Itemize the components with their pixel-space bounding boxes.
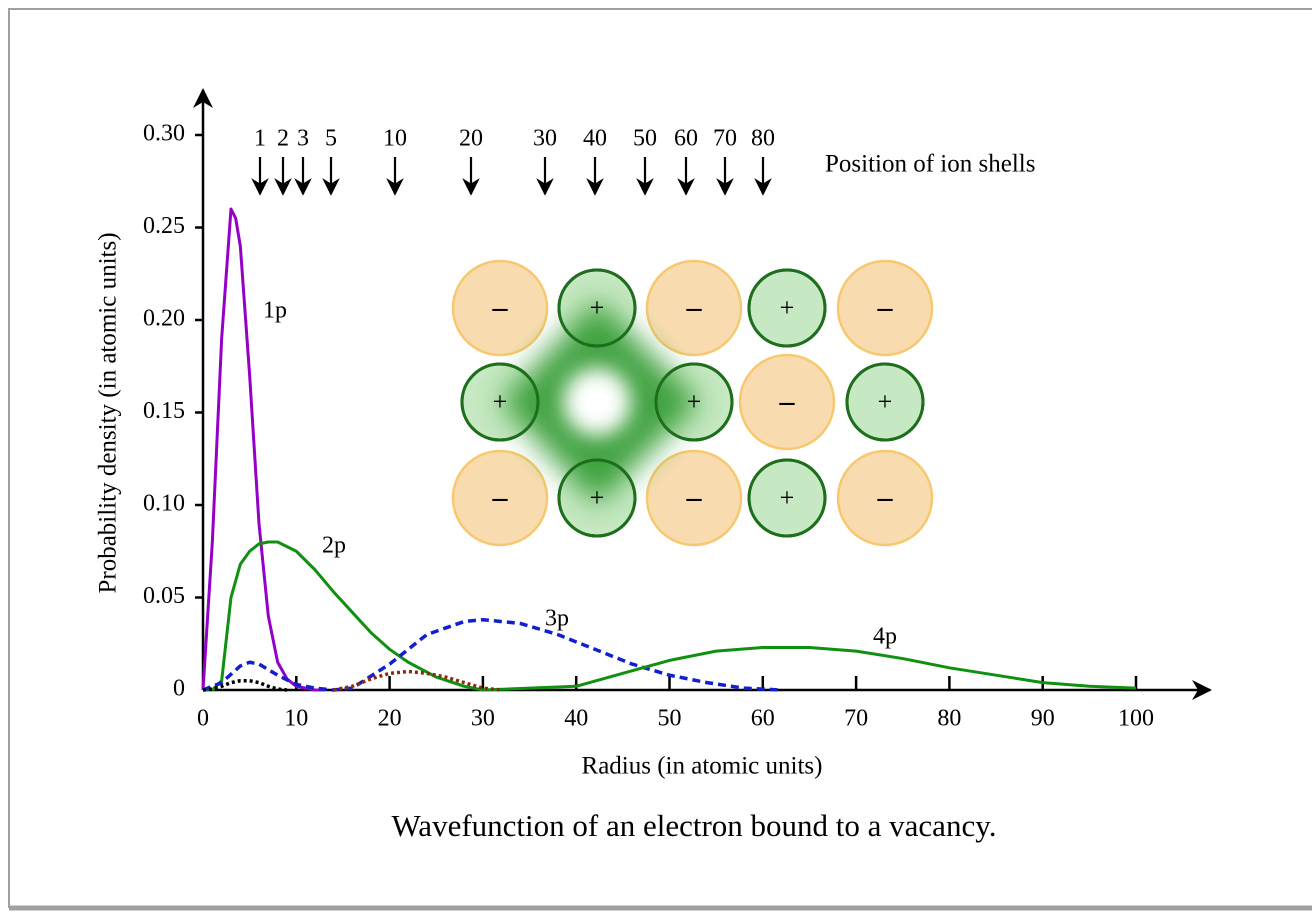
- anion: [645, 449, 743, 547]
- vacancy-center: [563, 368, 631, 436]
- series-label: 2p: [322, 533, 346, 559]
- y-tick-label: 0.30: [143, 121, 185, 147]
- ion-shell-label: 1: [254, 126, 266, 152]
- cation-outline: [557, 458, 637, 538]
- x-tick-label: 40: [564, 706, 588, 732]
- ion-shells-label: Position of ion shells: [825, 151, 1035, 178]
- lattice-inset: – + – + – + + – + – + – + –: [451, 259, 934, 547]
- ion-sign: +: [780, 483, 795, 512]
- y-tick-label: 0: [173, 676, 185, 702]
- x-tick-label: 0: [197, 706, 209, 732]
- ion-sign: –: [686, 481, 703, 514]
- x-tick-label: 50: [658, 706, 682, 732]
- frame: [8, 8, 1312, 908]
- anion: [738, 353, 836, 451]
- ion-sign: –: [877, 291, 894, 324]
- ion-sign: –: [492, 481, 509, 514]
- ion-sign: –: [779, 385, 796, 418]
- x-tick-label: 60: [751, 706, 775, 732]
- anion: [645, 259, 743, 357]
- series-line: [201, 207, 325, 692]
- x-tick-label: 80: [937, 706, 961, 732]
- ion-shell-label: 20: [459, 126, 483, 152]
- y-tick-label: 0.25: [143, 213, 185, 239]
- cation-outline: [747, 268, 827, 348]
- x-tick-label: 90: [1031, 706, 1055, 732]
- cation-outline: [845, 362, 925, 442]
- ion-shell-label: 70: [713, 126, 737, 152]
- anion: [451, 259, 549, 357]
- ion-shell-label: 5: [325, 126, 337, 152]
- ion-shell-label: 30: [533, 126, 557, 152]
- anion: [836, 259, 934, 357]
- x-tick-label: 70: [844, 706, 868, 732]
- series-label: 4p: [873, 624, 897, 650]
- y-axis-label: Probability density (in atomic units): [95, 232, 122, 593]
- ion-sign: –: [877, 481, 894, 514]
- x-tick-label: 10: [284, 706, 308, 732]
- series-line: [482, 645, 1137, 692]
- cation-outline: [557, 268, 637, 348]
- y-tick-label: 0.20: [143, 306, 185, 332]
- series-line: [202, 679, 288, 692]
- y-tick-label: 0.10: [143, 491, 185, 517]
- ion-shell-label: 10: [383, 126, 407, 152]
- cation-outline: [747, 458, 827, 538]
- x-tick-label: 100: [1118, 706, 1154, 732]
- ion-shell-label: 60: [674, 126, 698, 152]
- anion: [836, 449, 934, 547]
- ion-shell-label: 80: [751, 126, 775, 152]
- series-label: 1p: [263, 298, 287, 324]
- y-tick-label: 0.05: [143, 583, 185, 609]
- ion-sign: +: [687, 387, 702, 416]
- anion: [451, 449, 549, 547]
- ion-sign: +: [590, 483, 605, 512]
- series-line: [333, 669, 502, 692]
- x-tick-label: 30: [471, 706, 495, 732]
- ion-shell-label: 2: [277, 126, 289, 152]
- series-label: 3p: [545, 606, 569, 632]
- ion-sign: +: [493, 387, 508, 416]
- chart-title: Wavefunction of an electron bound to a v…: [392, 808, 997, 843]
- ion-sign: +: [590, 293, 605, 322]
- series-line: [203, 540, 484, 692]
- x-tick-label: 20: [378, 706, 402, 732]
- ion-shell-label: 40: [583, 126, 607, 152]
- cation-outline: [654, 362, 734, 442]
- ion-sign: +: [878, 387, 893, 416]
- ion-sign: +: [780, 293, 795, 322]
- x-axis-label: Radius (in atomic units): [582, 753, 823, 780]
- series-line: [202, 617, 782, 692]
- y-tick-label: 0.15: [143, 398, 185, 424]
- ion-shell-label: 50: [633, 126, 657, 152]
- ion-sign: –: [686, 291, 703, 324]
- cation-outline: [460, 362, 540, 442]
- ion-sign: –: [492, 291, 509, 324]
- ion-shell-label: 3: [297, 126, 309, 152]
